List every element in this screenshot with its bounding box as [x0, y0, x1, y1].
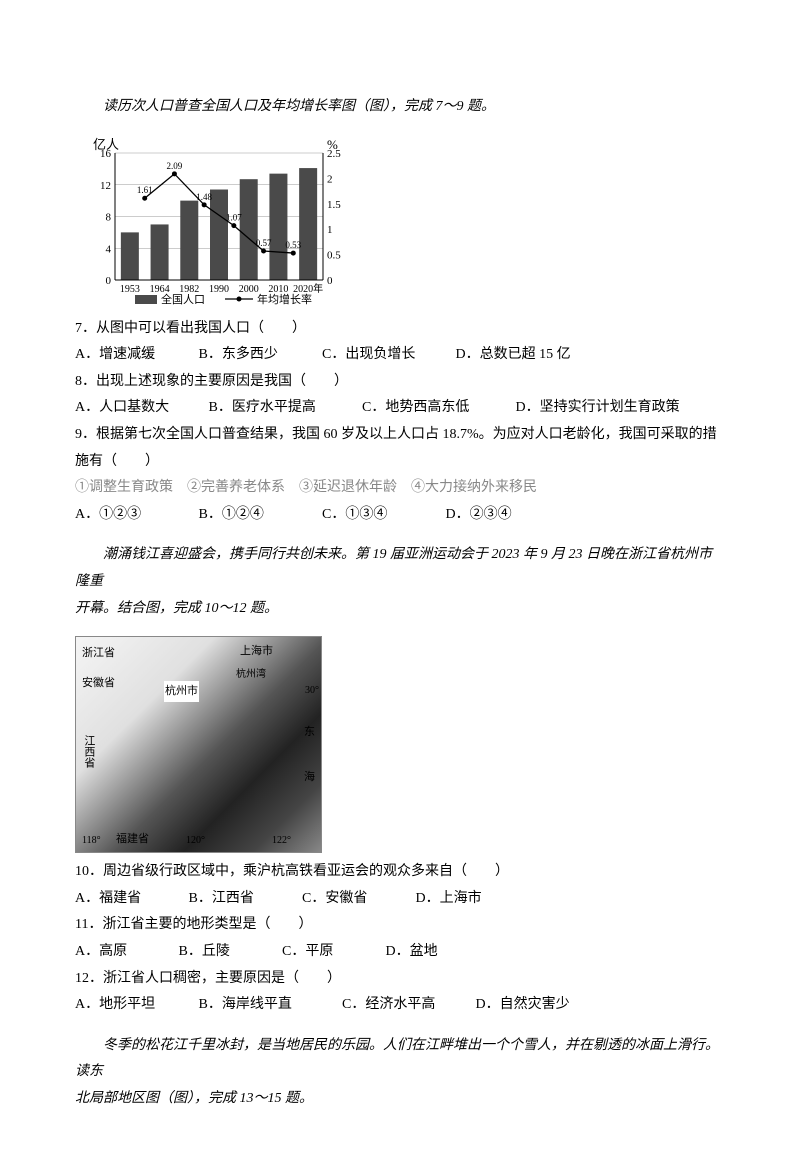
svg-text:1.48: 1.48	[196, 191, 212, 201]
map-lon122: 122°	[272, 831, 291, 850]
q10-B: B．江西省	[189, 886, 299, 913]
q10-C: C．安徽省	[302, 886, 412, 913]
map-hangzhou: 杭州市	[164, 681, 199, 702]
svg-text:1953: 1953	[120, 284, 140, 295]
q7-stem: 7．从图中可以看出我国人口（ ）	[75, 316, 724, 343]
svg-text:0: 0	[327, 275, 333, 287]
svg-text:1: 1	[327, 224, 333, 236]
map-shanghai: 上海市	[240, 641, 273, 662]
map-zhejiang: 浙江省	[82, 643, 115, 664]
map-lon120: 120°	[186, 831, 205, 850]
svg-text:8: 8	[106, 211, 112, 223]
map-hai: 海	[304, 767, 315, 788]
q9-stem: 9．根据第七次全国人口普查结果，我国 60 岁及以上人口占 18.7%。为应对人…	[75, 422, 724, 475]
svg-text:2.09: 2.09	[167, 160, 183, 170]
q10-stem: 10．周边省级行政区域中，乘沪杭高铁看亚运会的观众多来自（ ）	[75, 859, 724, 886]
q8-options: A．人口基数大 B．医疗水平提高 C．地势西高东低 D．坚持实行计划生育政策	[75, 395, 724, 422]
q12-stem: 12．浙江省人口稠密，主要原因是（ ）	[75, 966, 724, 993]
svg-text:2.5: 2.5	[327, 148, 341, 160]
svg-text:1990: 1990	[209, 284, 229, 295]
q10-D: D．上海市	[416, 886, 482, 913]
q12-B: B．海岸线平直	[199, 992, 339, 1019]
q12-options: A．地形平坦 B．海岸线平直 C．经济水平高 D．自然灾害少	[75, 992, 724, 1019]
q10-A: A．福建省	[75, 886, 185, 913]
intro-q7-9: 读历次人口普查全国人口及年均增长率图（图），完成 7～9 题。	[75, 94, 724, 121]
map-dong: 东	[304, 722, 315, 743]
svg-text:12: 12	[100, 179, 111, 191]
q12-C: C．经济水平高	[342, 992, 472, 1019]
q9-options: A．①②③ B．①②④ C．①③④ D．②③④	[75, 502, 724, 529]
svg-text:0.5: 0.5	[327, 249, 341, 261]
q11-stem: 11．浙江省主要的地形类型是（ ）	[75, 912, 724, 939]
legend-line: 年均增长率	[257, 292, 312, 306]
svg-text:0.53: 0.53	[285, 240, 301, 250]
map-jiangxi: 江西省	[78, 735, 99, 768]
svg-text:4: 4	[106, 243, 112, 255]
svg-text:2: 2	[327, 173, 333, 185]
population-chart: 亿人 % 0481216 00.511.522.5 1.612.091.481.…	[75, 135, 724, 310]
map-fujian: 福建省	[116, 829, 149, 850]
intro-q10-12a: 潮涌钱江喜迎盛会，携手同行共创未来。第 19 届亚洲运动会于 2023 年 9 …	[75, 542, 724, 595]
q7-A: A．增速减缓	[75, 342, 195, 369]
q9-subs: ①调整生育政策 ②完善养老体系 ③延迟退休年龄 ④大力接纳外来移民	[75, 475, 724, 502]
q9-C: C．①③④	[322, 502, 442, 529]
map-lat30: 30°	[305, 681, 319, 700]
q10-options: A．福建省 B．江西省 C．安徽省 D．上海市	[75, 886, 724, 913]
q11-options: A．高原 B．丘陵 C．平原 D．盆地	[75, 939, 724, 966]
map-hzw: 杭州湾	[236, 665, 266, 684]
legend-bar: 全国人口	[161, 292, 205, 306]
q8-B: B．医疗水平提高	[209, 395, 359, 422]
svg-text:16: 16	[100, 148, 112, 160]
q12-A: A．地形平坦	[75, 992, 195, 1019]
q9-B: B．①②④	[199, 502, 319, 529]
q9-A: A．①②③	[75, 502, 195, 529]
q7-C: C．出现负增长	[322, 342, 452, 369]
zhejiang-map: 浙江省 安徽省 江西省 福建省 上海市 杭州市 杭州湾 东 海 30° 118°…	[75, 636, 724, 853]
q7-B: B．东多西少	[199, 342, 319, 369]
q8-C: C．地势西高东低	[362, 395, 512, 422]
intro-q10-12b: 开幕。结合图，完成 10～12 题。	[75, 596, 724, 623]
intro-q13-15b: 北局部地区图（图），完成 13～15 题。	[75, 1086, 724, 1113]
q9-D: D．②③④	[446, 502, 512, 529]
q8-stem: 8．出现上述现象的主要原因是我国（ ）	[75, 369, 724, 396]
q11-B: B．丘陵	[179, 939, 279, 966]
q12-D: D．自然灾害少	[476, 992, 570, 1019]
map-lon118: 118°	[82, 831, 101, 850]
svg-text:1.5: 1.5	[327, 198, 341, 210]
svg-text:0: 0	[106, 275, 112, 287]
q11-C: C．平原	[282, 939, 382, 966]
q7-options: A．增速减缓 B．东多西少 C．出现负增长 D．总数已超 15 亿	[75, 342, 724, 369]
q8-A: A．人口基数大	[75, 395, 205, 422]
q7-D: D．总数已超 15 亿	[456, 342, 571, 369]
q11-D: D．盆地	[386, 939, 438, 966]
q11-A: A．高原	[75, 939, 175, 966]
map-anhui: 安徽省	[82, 673, 115, 694]
q8-D: D．坚持实行计划生育政策	[516, 395, 680, 422]
svg-text:2000: 2000	[239, 284, 259, 295]
intro-q13-15a: 冬季的松花江千里冰封，是当地居民的乐园。人们在江畔堆出一个个雪人，并在剔透的冰面…	[75, 1033, 724, 1086]
